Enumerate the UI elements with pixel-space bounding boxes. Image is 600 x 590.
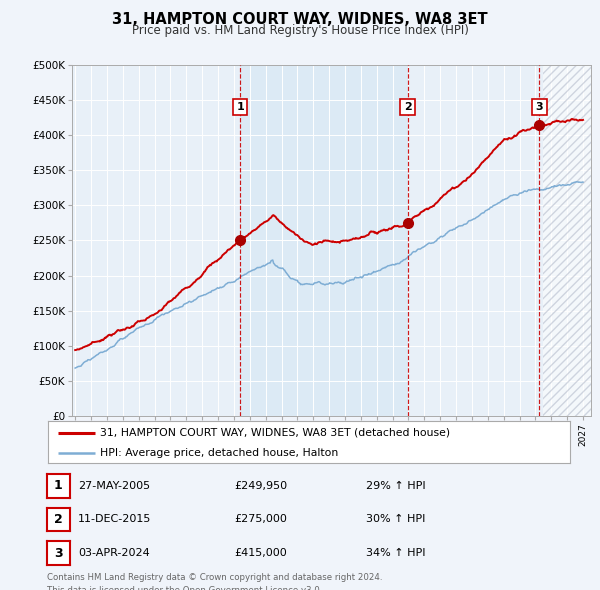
Text: Price paid vs. HM Land Registry's House Price Index (HPI): Price paid vs. HM Land Registry's House … [131,24,469,37]
Text: 30% ↑ HPI: 30% ↑ HPI [366,514,425,525]
Text: HPI: Average price, detached house, Halton: HPI: Average price, detached house, Halt… [100,448,338,457]
Text: 2: 2 [404,102,412,112]
Bar [544,65,591,416]
Text: 03-APR-2024: 03-APR-2024 [78,548,150,558]
Text: 1: 1 [236,102,244,112]
Text: 11-DEC-2015: 11-DEC-2015 [78,514,151,525]
Text: 3: 3 [54,546,62,560]
Text: £415,000: £415,000 [234,548,287,558]
Text: 3: 3 [536,102,543,112]
Text: £249,950: £249,950 [234,481,287,491]
Text: 31, HAMPTON COURT WAY, WIDNES, WA8 3ET: 31, HAMPTON COURT WAY, WIDNES, WA8 3ET [112,12,488,27]
Text: 27-MAY-2005: 27-MAY-2005 [78,481,150,491]
Text: 29% ↑ HPI: 29% ↑ HPI [366,481,425,491]
Text: 2: 2 [54,513,62,526]
Text: 34% ↑ HPI: 34% ↑ HPI [366,548,425,558]
Text: £275,000: £275,000 [234,514,287,525]
Text: Contains HM Land Registry data © Crown copyright and database right 2024.: Contains HM Land Registry data © Crown c… [47,573,382,582]
Text: 31, HAMPTON COURT WAY, WIDNES, WA8 3ET (detached house): 31, HAMPTON COURT WAY, WIDNES, WA8 3ET (… [100,428,451,438]
Text: This data is licensed under the Open Government Licence v3.0.: This data is licensed under the Open Gov… [47,586,322,590]
Bar [240,65,407,416]
Text: 1: 1 [54,479,62,493]
